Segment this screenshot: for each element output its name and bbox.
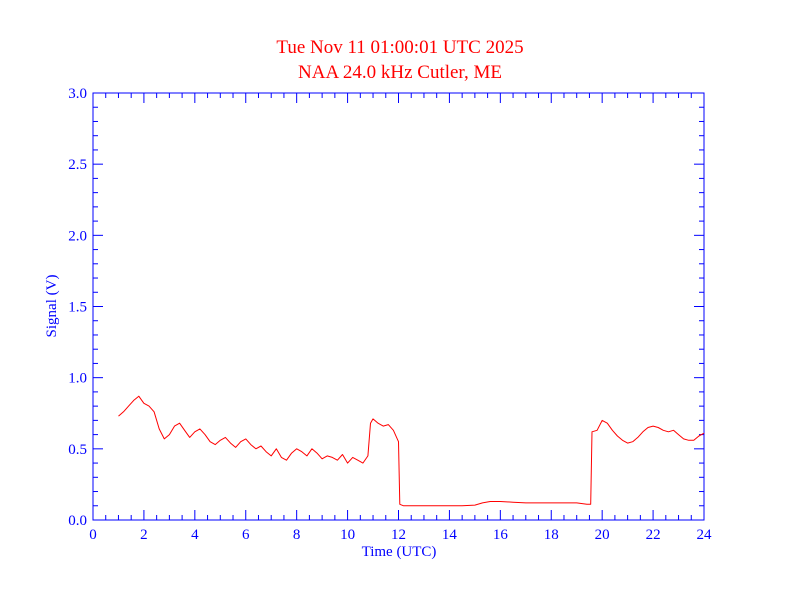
chart-subtitle: NAA 24.0 kHz Cutler, ME xyxy=(298,62,502,83)
x-tick-label: 24 xyxy=(697,527,713,543)
x-tick-label: 22 xyxy=(646,527,661,543)
x-tick-label: 16 xyxy=(493,527,509,543)
x-tick-label: 14 xyxy=(442,527,458,543)
x-tick-label: 12 xyxy=(391,527,406,543)
y-axis-label: Signal (V) xyxy=(44,275,60,338)
y-tick-label: 3.0 xyxy=(68,86,87,102)
x-tick-label: 8 xyxy=(293,527,301,543)
x-tick-labels: 0 2 4 6 8 10 12 14 16 18 20 22 24 xyxy=(89,527,712,543)
y-tick-label: 2.5 xyxy=(68,157,87,173)
y-tick-label: 0.5 xyxy=(68,442,87,458)
x-tick-label: 2 xyxy=(140,527,148,543)
x-tick-label: 20 xyxy=(595,527,610,543)
y-tick-label: 2.0 xyxy=(68,228,87,244)
chart-title: Tue Nov 11 01:00:01 UTC 2025 xyxy=(276,37,523,58)
axis-ticks xyxy=(92,92,705,521)
y-tick-label: 1.5 xyxy=(68,300,87,316)
y-tick-labels: 0.0 0.5 1.0 1.5 2.0 2.5 3.0 xyxy=(68,86,87,529)
x-tick-label: 10 xyxy=(340,527,355,543)
series-line-0 xyxy=(118,395,705,507)
y-tick-label: 0.0 xyxy=(68,513,87,529)
series-layer xyxy=(118,395,705,507)
x-tick-label: 18 xyxy=(544,527,559,543)
x-tick-label: 6 xyxy=(242,527,250,543)
y-tick-label: 1.0 xyxy=(68,371,87,387)
x-tick-label: 4 xyxy=(191,527,199,543)
x-tick-label: 0 xyxy=(89,527,97,543)
x-axis-label: Time (UTC) xyxy=(362,544,437,560)
